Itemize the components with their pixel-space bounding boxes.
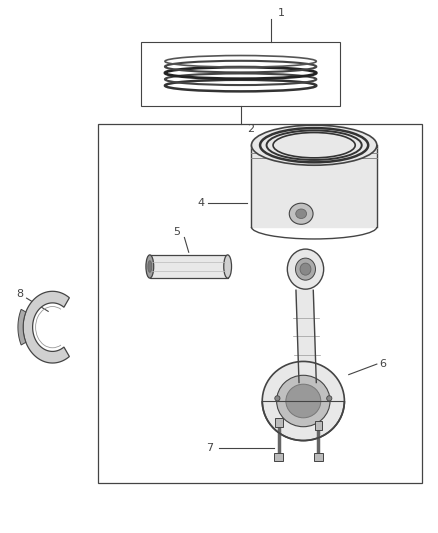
Text: 5: 5: [173, 227, 180, 237]
Ellipse shape: [251, 125, 377, 165]
Bar: [98, 124, 422, 483]
Text: 4: 4: [198, 198, 205, 208]
Ellipse shape: [287, 249, 324, 289]
Bar: [314, 453, 323, 461]
Ellipse shape: [224, 255, 232, 278]
Ellipse shape: [327, 395, 332, 401]
Bar: [141, 42, 340, 106]
Text: 1: 1: [277, 9, 284, 18]
Bar: [274, 453, 283, 461]
Ellipse shape: [296, 258, 315, 280]
Polygon shape: [18, 309, 26, 345]
Polygon shape: [296, 290, 316, 383]
Ellipse shape: [262, 361, 344, 441]
Ellipse shape: [300, 263, 311, 275]
Text: 2: 2: [247, 124, 254, 134]
Ellipse shape: [148, 261, 152, 272]
Ellipse shape: [289, 203, 313, 224]
Text: 6: 6: [379, 359, 386, 369]
Polygon shape: [150, 255, 228, 278]
Text: 8: 8: [16, 289, 23, 300]
Bar: [314, 421, 322, 430]
Ellipse shape: [275, 395, 280, 401]
Ellipse shape: [286, 384, 321, 418]
Ellipse shape: [146, 255, 154, 278]
Bar: [275, 418, 283, 427]
Polygon shape: [23, 292, 69, 363]
Ellipse shape: [277, 375, 330, 427]
Text: 7: 7: [206, 443, 213, 454]
Ellipse shape: [296, 209, 307, 219]
